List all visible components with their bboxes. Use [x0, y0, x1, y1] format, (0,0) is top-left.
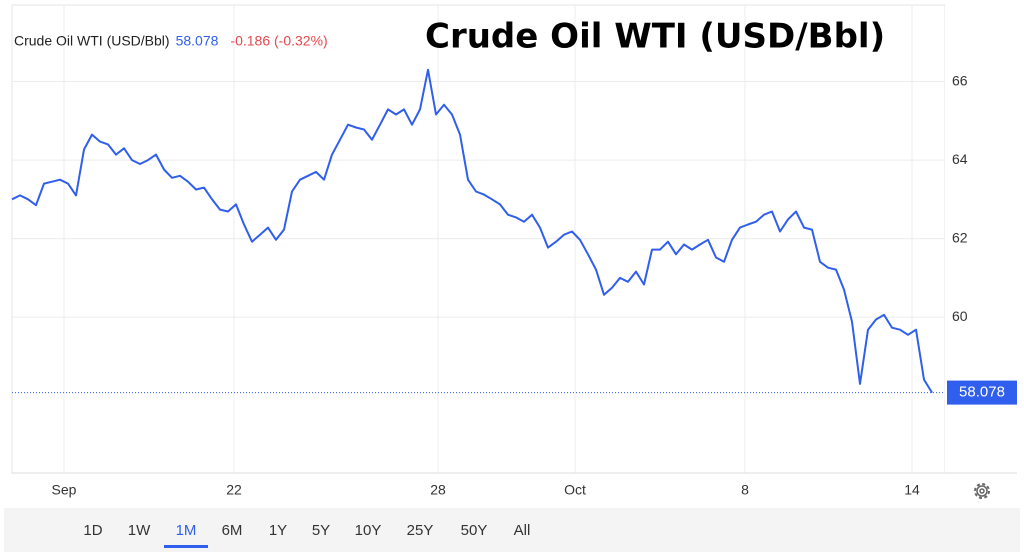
chart-title: Crude Oil WTI (USD/Bbl) [425, 17, 885, 57]
y-tick-label: 62 [952, 229, 968, 245]
range-button[interactable]: All [514, 522, 531, 539]
range-button[interactable]: 10Y [355, 522, 382, 539]
y-tick-label: 60 [952, 308, 968, 324]
range-button[interactable]: 5Y [312, 522, 330, 539]
range-toolbar [4, 508, 1020, 552]
gear-hole [979, 488, 985, 494]
y-tick-label: 66 [952, 72, 968, 88]
x-tick-label: Oct [564, 482, 586, 498]
last-price-label: 58.078 [959, 384, 1005, 401]
range-button[interactable]: 1W [128, 522, 151, 539]
legend-price: 58.078 [176, 33, 219, 49]
x-tick-label: Sep [52, 482, 77, 498]
range-button[interactable]: 6M [222, 522, 243, 539]
last-price-badge [947, 380, 1017, 405]
range-button[interactable]: 1M [176, 522, 197, 539]
range-button[interactable]: 1D [83, 522, 102, 539]
x-tick-label: 22 [226, 482, 242, 498]
gear-teeth [974, 483, 990, 499]
active-underline [164, 545, 208, 548]
range-button[interactable]: 25Y [407, 522, 434, 539]
legend-name: Crude Oil WTI (USD/Bbl) [14, 33, 170, 49]
gear-body [976, 485, 988, 497]
y-tick-label: 64 [952, 151, 968, 167]
x-tick-label: 28 [430, 482, 446, 498]
range-button[interactable]: 1Y [269, 522, 287, 539]
price-line [11, 68, 933, 394]
gear-icon[interactable] [974, 483, 990, 499]
x-tick-label: 14 [904, 482, 920, 498]
range-button[interactable]: 50Y [461, 522, 488, 539]
x-tick-label: 8 [741, 482, 749, 498]
legend-change: -0.186 (-0.32%) [230, 33, 327, 49]
